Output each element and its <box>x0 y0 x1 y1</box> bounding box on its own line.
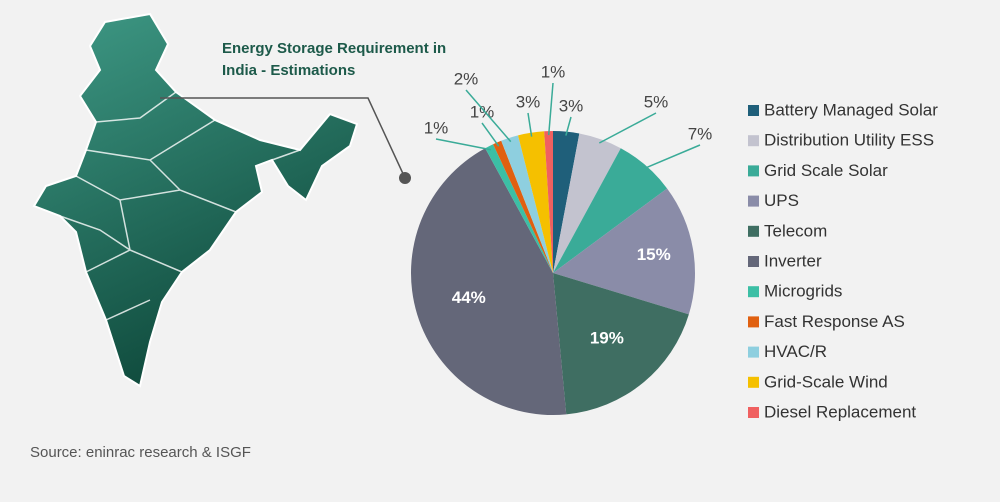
legend-swatch <box>748 376 759 388</box>
data-label: 44% <box>452 288 486 307</box>
legend-label: Inverter <box>764 251 822 270</box>
leader-line <box>643 144 701 170</box>
pie-slice <box>553 133 621 273</box>
data-label: 2% <box>454 69 479 88</box>
pie-slice <box>493 140 553 273</box>
data-label: 3% <box>516 92 541 111</box>
legend-label: Grid-Scale Wind <box>764 372 888 391</box>
pie: 3% 5%7%15%19%44%1%1%2%3%1% <box>411 62 713 416</box>
legend-label: Microgrids <box>764 282 842 301</box>
legend: Battery Managed Solar Distribution Utilit… <box>748 100 938 421</box>
legend-swatch <box>748 286 759 298</box>
leader-line <box>527 112 533 137</box>
connector-dot <box>399 172 411 184</box>
source-note: Source: eninrac research & ISGF <box>30 444 251 461</box>
pie-slice <box>501 135 553 273</box>
legend-label: HVAC/R <box>764 342 827 361</box>
pie-slice <box>553 188 695 315</box>
legend-swatch <box>748 407 759 418</box>
pie-slice <box>485 144 553 273</box>
data-label: 3% <box>559 96 584 115</box>
pie-slice <box>518 131 553 273</box>
legend-label: Distribution Utility ESS <box>764 131 934 150</box>
legend-swatch <box>748 346 759 358</box>
chart-title: Energy Storage Requirement in India - Es… <box>222 40 447 79</box>
pie-slice <box>553 273 689 415</box>
pie-slice <box>553 131 580 273</box>
india-map <box>32 12 359 388</box>
data-label: 1% <box>470 102 495 121</box>
leader-line <box>465 89 512 143</box>
pie-slice <box>411 148 567 416</box>
legend-swatch <box>748 256 759 267</box>
legend-swatch <box>748 135 759 147</box>
legend-label: Grid Scale Solar <box>764 161 888 180</box>
legend-label: Diesel Replacement <box>764 402 916 421</box>
leader-line <box>481 122 500 147</box>
data-label: 15% <box>637 245 671 264</box>
leader-line <box>565 116 572 136</box>
data-label: 19% <box>590 329 624 348</box>
legend-label: UPS <box>764 191 799 210</box>
connector <box>160 97 406 179</box>
leader-line <box>547 82 554 136</box>
data-label: 7% <box>688 124 713 143</box>
pie-slice <box>553 148 668 273</box>
legend-label: Telecom <box>764 221 827 240</box>
pie-slice <box>544 131 553 273</box>
leader-line <box>435 138 492 151</box>
legend-swatch <box>748 195 759 207</box>
legend-label: Battery Managed Solar <box>764 100 938 119</box>
legend-swatch <box>748 105 759 116</box>
leader-line <box>598 112 657 144</box>
legend-swatch <box>748 165 759 177</box>
legend-swatch <box>748 316 759 328</box>
data-label: 5% <box>644 92 669 111</box>
data-label: 1% <box>541 62 566 81</box>
legend-label: Fast Response AS <box>764 312 905 331</box>
legend-swatch <box>748 225 759 237</box>
data-label: 1% <box>424 118 449 137</box>
